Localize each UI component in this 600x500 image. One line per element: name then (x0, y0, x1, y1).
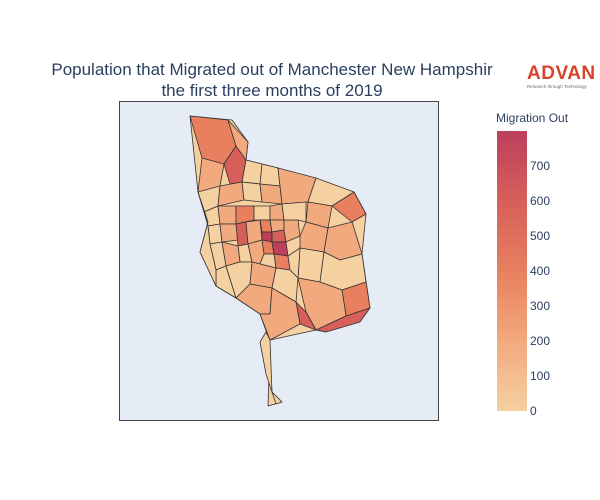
tract-n6 (259, 163, 281, 187)
logo-tagline: Research through Technology (527, 84, 587, 89)
colorbar-tick-label: 0 (530, 404, 537, 418)
tract-n5 (241, 159, 263, 185)
tract-c4 (207, 223, 223, 245)
colorbar-tick-label: 100 (530, 369, 551, 383)
colorbar-gradient (497, 131, 527, 411)
colorbar-tick-label: 400 (530, 264, 551, 278)
tract-m4 (259, 183, 283, 205)
colorbar-tick-label: 700 (530, 159, 551, 173)
tract-tail (259, 331, 283, 405)
tract-m7 (331, 191, 367, 223)
chart-title: Population that Migrated out of Manchest… (0, 59, 544, 101)
colorbar-tick-label: 500 (530, 229, 551, 243)
tract-w1 (197, 191, 217, 287)
tract-s11 (271, 267, 299, 303)
map-frame[interactable] (119, 101, 439, 421)
choropleth-map[interactable] (120, 102, 438, 420)
tract-d10 (281, 201, 307, 223)
advan-logo: ADVAN Research through Technology (527, 64, 599, 90)
colorbar-tick-label: 200 (530, 334, 551, 348)
colorbar-tick-label: 300 (530, 299, 551, 313)
tract-c5 (219, 223, 239, 243)
tract-e3 (297, 247, 325, 283)
tract-d1 (253, 205, 271, 221)
logo-wordmark: ADVAN (527, 63, 596, 84)
tract-m3 (241, 181, 263, 203)
colorbar-title: Migration Out (496, 111, 569, 125)
tract-s4 (273, 253, 291, 271)
title-line-2: the first three months of 2019 (161, 81, 383, 100)
title-line-1: Population that Migrated out of Manchest… (51, 60, 493, 79)
tract-e1 (299, 221, 329, 253)
tract-c2 (217, 205, 237, 225)
colorbar-tick-label: 600 (530, 194, 551, 208)
